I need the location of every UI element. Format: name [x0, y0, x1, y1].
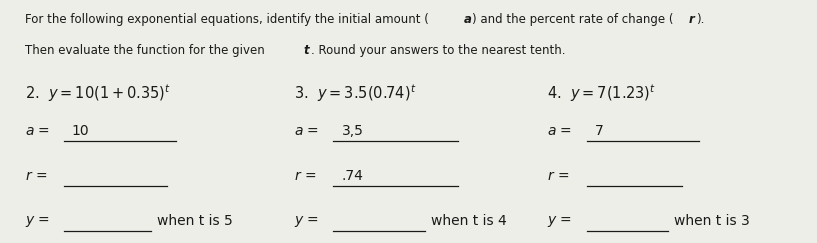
Text: $y$ =: $y$ = — [25, 214, 50, 229]
Text: $r$ =: $r$ = — [294, 169, 316, 183]
Text: For the following exponential equations, identify the initial amount (: For the following exponential equations,… — [25, 13, 428, 26]
Text: when t is 3: when t is 3 — [674, 214, 750, 228]
Text: $a$ =: $a$ = — [25, 124, 50, 138]
Text: ).: ). — [696, 13, 704, 26]
Text: 3,5: 3,5 — [342, 124, 364, 138]
Text: $y$ =: $y$ = — [547, 214, 573, 229]
Text: r: r — [689, 13, 694, 26]
Text: $a$ =: $a$ = — [294, 124, 319, 138]
Text: 7: 7 — [595, 124, 604, 138]
Text: $r$ =: $r$ = — [547, 169, 569, 183]
Text: . Round your answers to the nearest tenth.: . Round your answers to the nearest tent… — [311, 44, 566, 57]
Text: .74: .74 — [342, 169, 364, 183]
Text: $y$ =: $y$ = — [294, 214, 319, 229]
Text: when t is 5: when t is 5 — [157, 214, 233, 228]
Text: Then evaluate the function for the given: Then evaluate the function for the given — [25, 44, 268, 57]
Text: $r$ =: $r$ = — [25, 169, 47, 183]
Text: when t is 4: when t is 4 — [431, 214, 507, 228]
Text: 2.  $y = 10(1 + 0.35)^{t}$: 2. $y = 10(1 + 0.35)^{t}$ — [25, 83, 171, 104]
Text: a: a — [464, 13, 472, 26]
Text: ) and the percent rate of change (: ) and the percent rate of change ( — [472, 13, 674, 26]
Text: t: t — [304, 44, 310, 57]
Text: 10: 10 — [72, 124, 90, 138]
Text: 4.  $y = 7(1.23)^{t}$: 4. $y = 7(1.23)^{t}$ — [547, 83, 656, 104]
Text: 3.  $y = 3.5(0.74)^{t}$: 3. $y = 3.5(0.74)^{t}$ — [294, 83, 417, 104]
Text: $a$ =: $a$ = — [547, 124, 573, 138]
